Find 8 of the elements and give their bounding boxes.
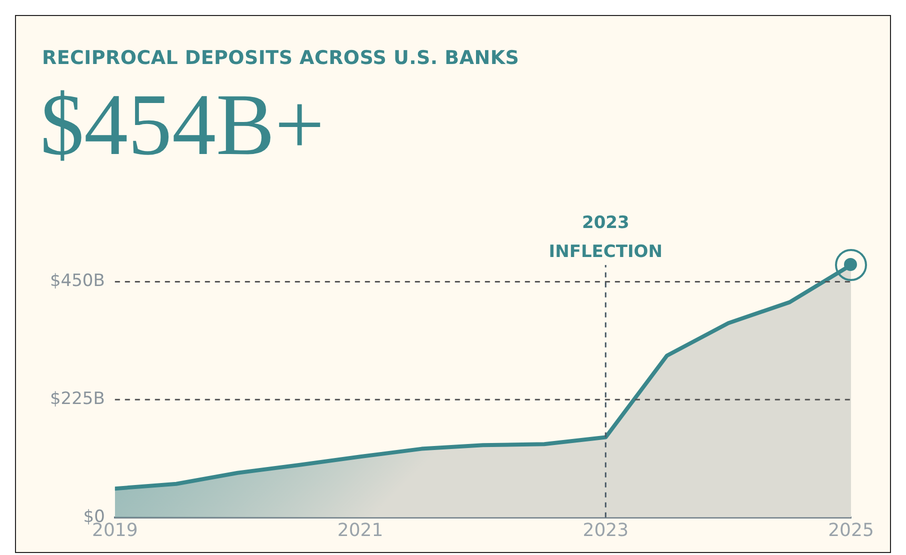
ref-line-label: 2023 INFLECTION xyxy=(548,213,662,262)
chart-title: RECIPROCAL DEPOSITS ACROSS U.S. BANKS xyxy=(42,47,520,69)
y-tick-label: $225B xyxy=(50,389,105,409)
x-tick-label: 2025 xyxy=(828,520,874,541)
x-tick-label: 2023 xyxy=(582,520,629,541)
chart-subtitle: $454B+ xyxy=(40,77,324,174)
y-tick-label: $450B xyxy=(50,271,105,292)
x-tick-label: 2021 xyxy=(337,520,384,541)
